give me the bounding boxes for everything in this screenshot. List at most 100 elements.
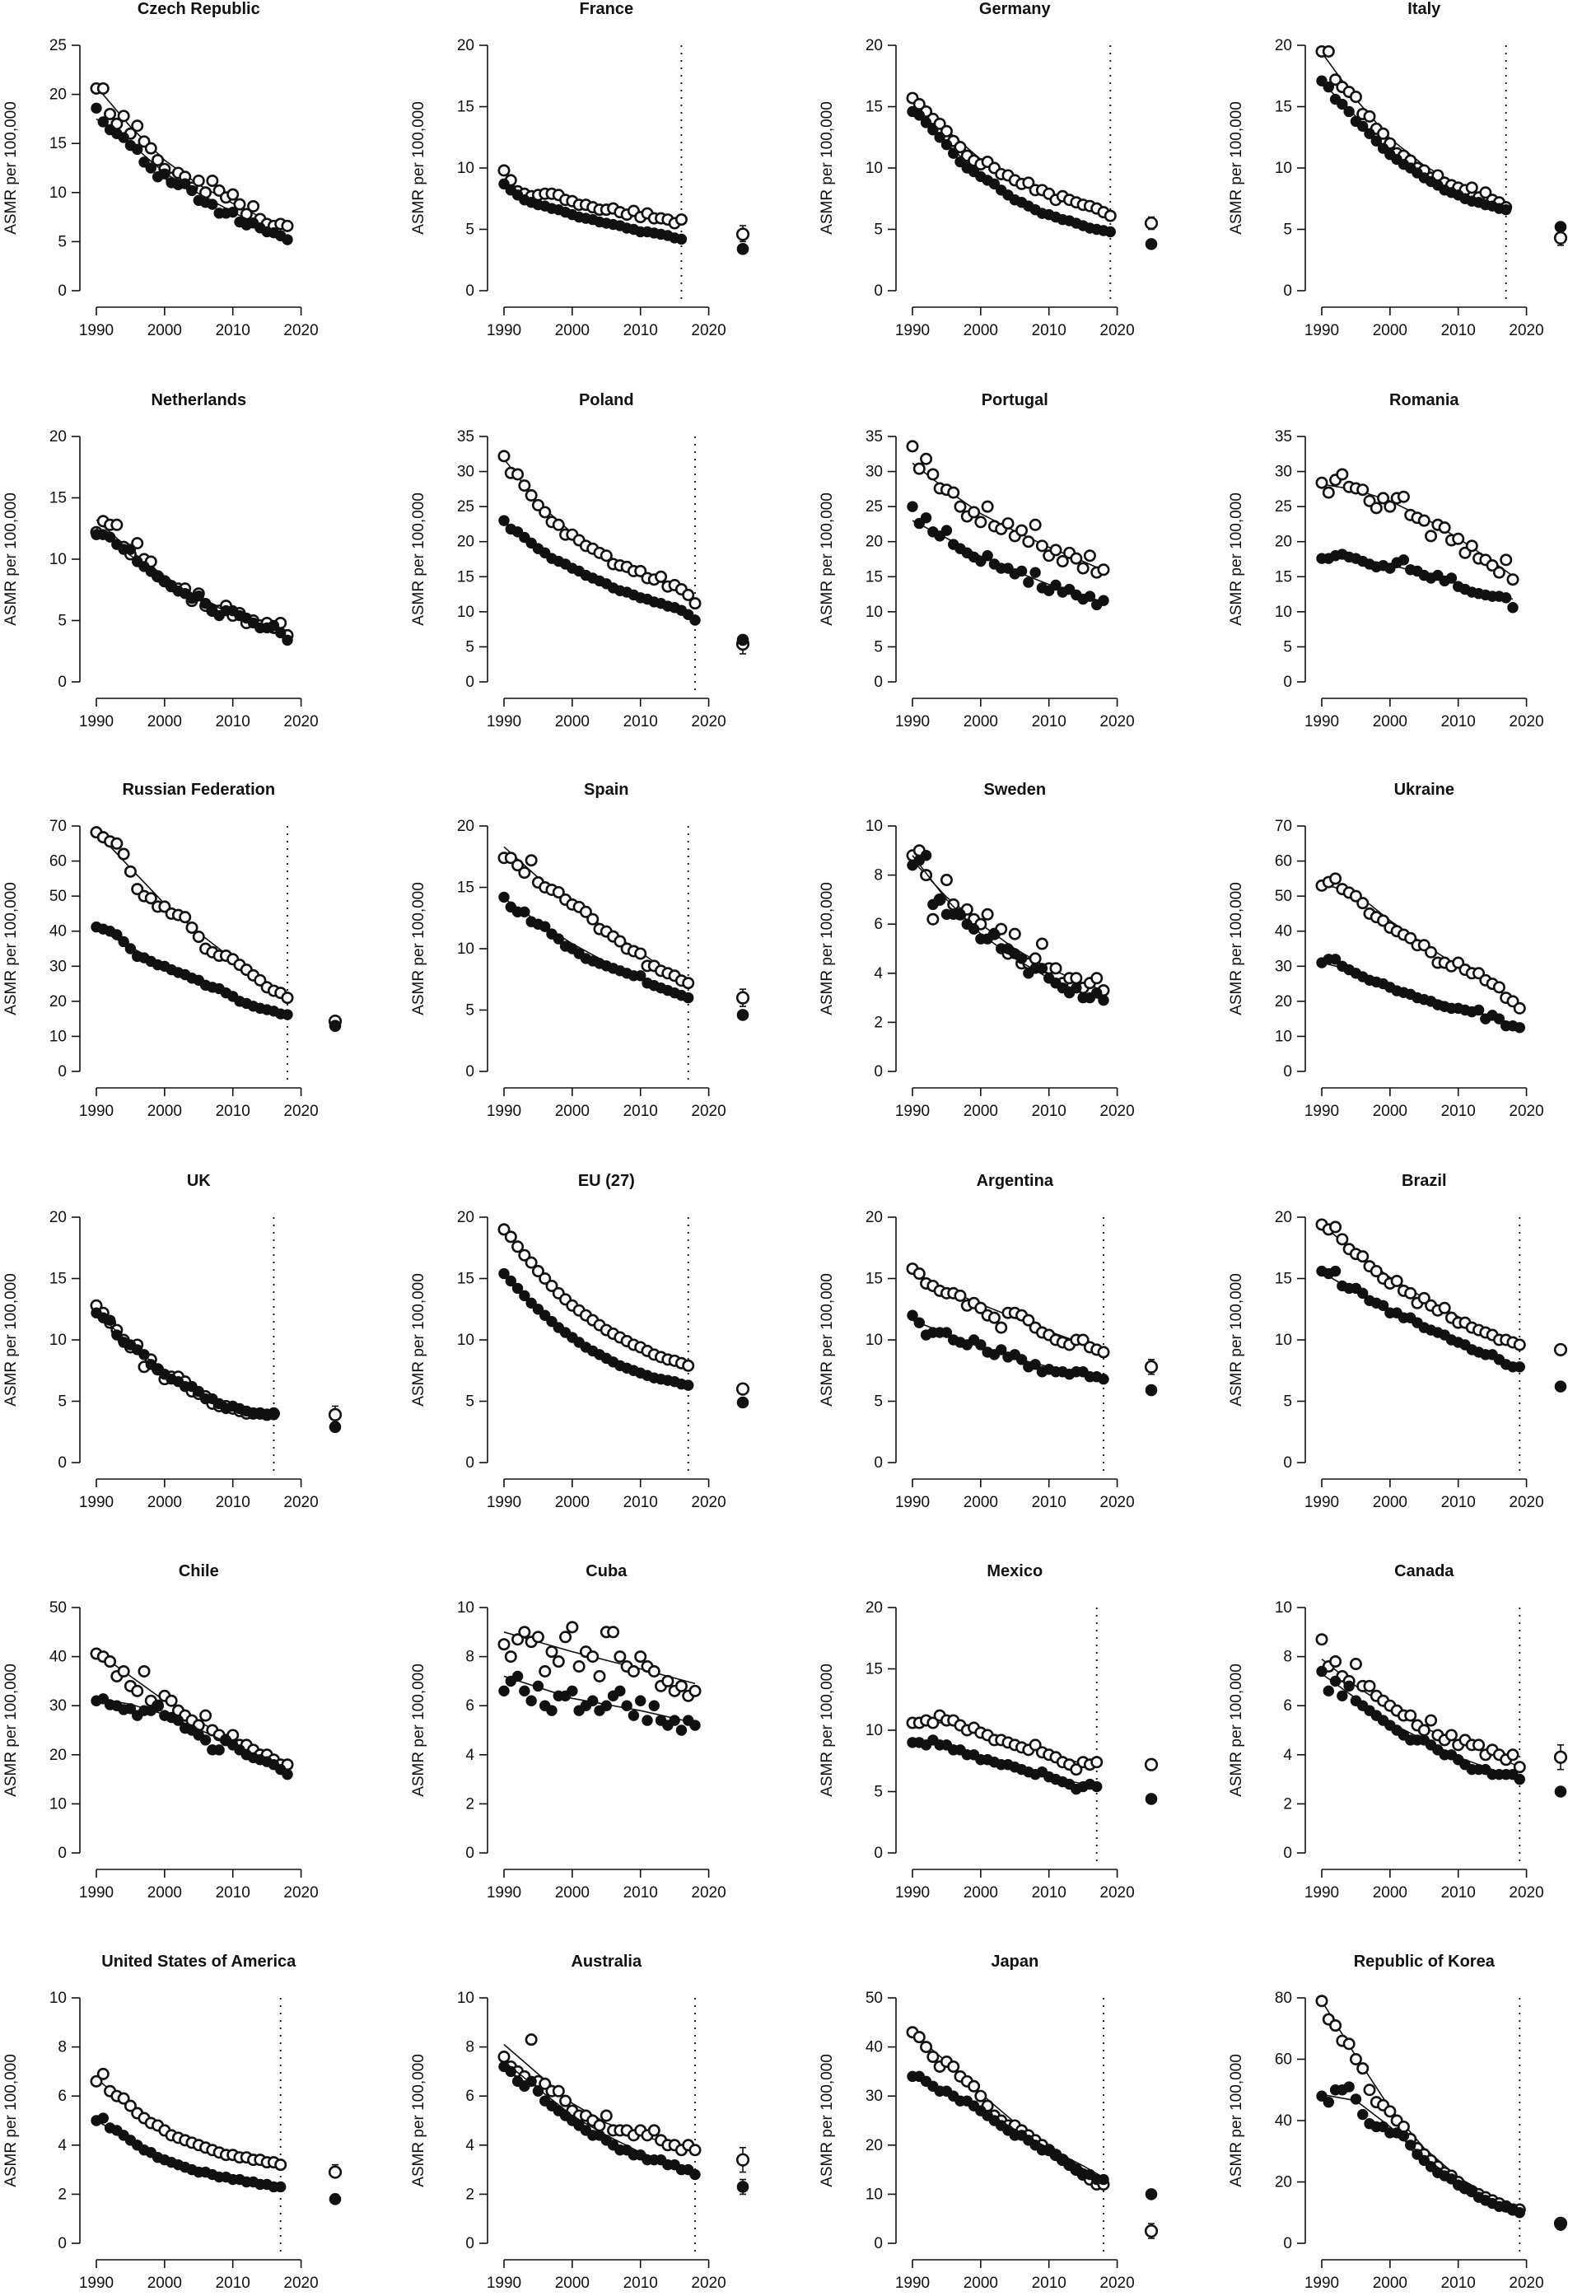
y-tick-label: 4 (465, 2137, 474, 2154)
data-point (131, 1684, 144, 1697)
x-tick-label: 2000 (1373, 1494, 1407, 1511)
data-point (91, 102, 102, 114)
y-tick-label: 0 (465, 282, 474, 300)
x-tick-label: 2000 (555, 713, 590, 730)
data-point (1350, 2093, 1362, 2105)
data-point (124, 544, 137, 555)
data-point (539, 921, 551, 932)
x-tick-label: 2010 (216, 322, 250, 339)
y-tick-label: 20 (457, 534, 474, 551)
data-point (1050, 579, 1062, 591)
data-point (1417, 514, 1430, 527)
y-tick-label: 5 (465, 638, 474, 656)
y-axis-label: ASMR per 100,000 (410, 1273, 427, 1407)
data-point (1323, 2096, 1334, 2108)
y-tick-label: 10 (1275, 1599, 1292, 1617)
data-point (683, 992, 694, 1004)
data-point (165, 1694, 178, 1707)
y-tick-label: 10 (49, 184, 67, 202)
data-point (511, 1240, 525, 1253)
data-point (1015, 953, 1028, 964)
data-point (635, 970, 646, 982)
data-point (1417, 1291, 1430, 1304)
data-point (1377, 1300, 1389, 1311)
x-tick-label: 2020 (1509, 1494, 1543, 1511)
data-point (1349, 1658, 1362, 1671)
y-tick-label: 5 (58, 613, 67, 630)
data-point (1090, 972, 1104, 985)
y-tick-label: 25 (1275, 498, 1292, 516)
y-tick-label: 15 (866, 99, 883, 116)
data-point (1363, 1679, 1376, 1692)
y-tick-label: 6 (58, 2088, 67, 2105)
y-tick-label: 25 (457, 498, 474, 516)
data-point (1506, 1748, 1519, 1762)
data-point (118, 132, 129, 143)
y-tick-label: 6 (465, 1697, 474, 1715)
forecast-point (1553, 1342, 1568, 1357)
y-tick-label: 10 (457, 1990, 474, 2007)
data-point (988, 928, 1001, 940)
forecast-point (735, 991, 750, 1005)
data-point (1452, 532, 1465, 545)
panel-argentina: Argentina ASMR per 100,000 0 5 10 15 20 1990 200… (819, 1172, 1159, 1511)
data-point (1029, 567, 1041, 578)
x-tick-label: 1990 (895, 322, 930, 339)
data-point (593, 1669, 606, 1682)
data-point (586, 1650, 600, 1664)
y-tick-label: 20 (866, 1599, 883, 1617)
data-point (947, 898, 960, 911)
forecast-point (736, 633, 749, 646)
y-tick-label: 8 (58, 2039, 67, 2056)
data-point (1404, 1286, 1417, 1300)
data-point (627, 1664, 640, 1678)
data-point (282, 234, 293, 245)
x-tick-label: 1990 (79, 2275, 114, 2292)
data-point (199, 1734, 212, 1746)
data-point (906, 440, 919, 453)
data-point (1104, 209, 1117, 222)
data-point (1098, 994, 1109, 1006)
data-point (268, 1409, 280, 1421)
data-point (1417, 1724, 1430, 1737)
data-point (1363, 2084, 1376, 2097)
y-axis-label: ASMR per 100,000 (819, 101, 836, 235)
data-point (504, 1650, 517, 1664)
panel-germany: Germany ASMR per 100,000 0 5 10 15 20 1990 2000 2… (819, 0, 1159, 339)
data-point (532, 2085, 544, 2097)
data-point (1398, 2130, 1410, 2142)
data-point (525, 2033, 538, 2046)
data-point (934, 894, 945, 906)
data-point (1098, 2173, 1109, 2186)
data-point (940, 138, 953, 151)
data-point (1357, 120, 1369, 133)
y-axis-label: ASMR per 100,000 (1228, 2054, 1245, 2187)
data-point (682, 588, 695, 601)
data-point (518, 479, 531, 492)
y-tick-label: 30 (49, 1697, 67, 1715)
x-tick-label: 2000 (964, 1884, 998, 1902)
y-tick-label: 0 (874, 1454, 883, 1472)
data-point (567, 1685, 578, 1697)
data-point (226, 188, 240, 201)
data-point (974, 516, 987, 529)
y-tick-label: 20 (1275, 534, 1292, 551)
forecast-point (1554, 2219, 1567, 2231)
data-point (138, 1664, 151, 1678)
y-axis-label: ASMR per 100,000 (410, 882, 427, 1015)
forecast-point (1145, 238, 1158, 250)
panel-czech-republic: Czech Republic ASMR per 100,000 0 5 10 15 20 25… (2, 0, 319, 339)
y-tick-label: 2 (465, 1795, 474, 1813)
forecast-point (1144, 1757, 1159, 1771)
data-point (1322, 44, 1335, 58)
y-tick-label: 15 (457, 880, 474, 897)
data-point (988, 178, 1001, 190)
forecast-point (1144, 216, 1159, 231)
data-point (912, 2031, 926, 2044)
x-tick-label: 2010 (1441, 322, 1476, 339)
data-point (1384, 500, 1397, 513)
panel-title: Sweden (983, 781, 1046, 799)
data-point (511, 468, 525, 481)
panel-title: Chile (179, 1562, 219, 1580)
data-point (192, 931, 205, 944)
